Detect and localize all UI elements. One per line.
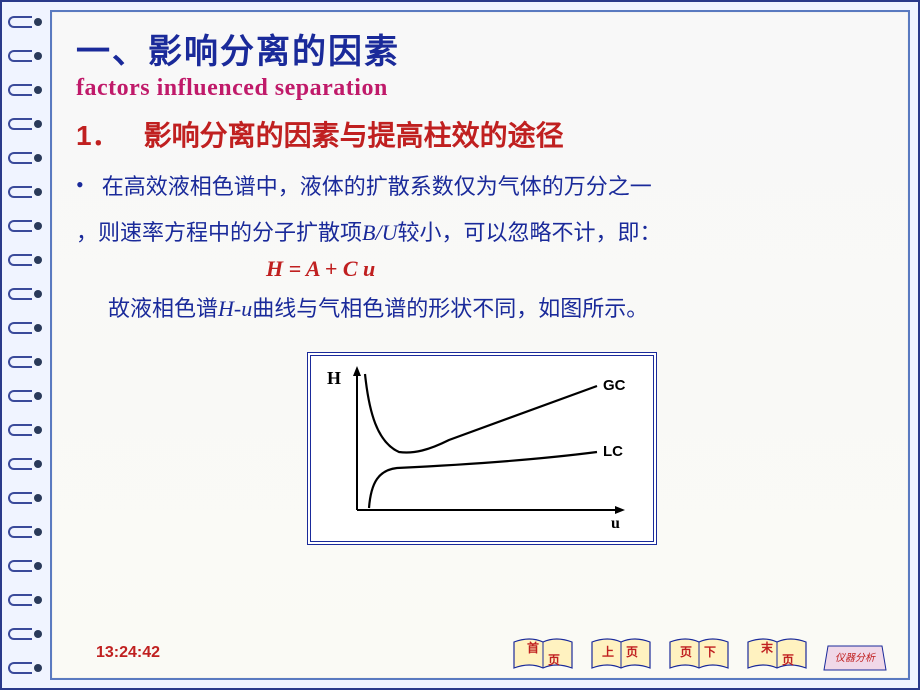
timestamp: 13:24:42	[96, 644, 160, 662]
svg-text:首: 首	[527, 640, 539, 655]
paragraph-2: 故液相色谱H-u曲线与气相色谱的形状不同，如图所示。	[76, 288, 888, 330]
chart-container: H u GC LC	[307, 352, 657, 545]
svg-text:下: 下	[704, 645, 716, 659]
spiral-binding: (function(){ var holes = ''; for (var i=…	[4, 2, 48, 688]
section-text: 影响分离的因素与提高柱效的途径	[144, 120, 564, 151]
svg-text:页: 页	[680, 645, 692, 659]
nav-first-page[interactable]: 首 页	[510, 634, 576, 674]
para2-part-a: 故液相色谱	[108, 296, 218, 321]
nav-prev-page[interactable]: 上 页	[588, 634, 654, 674]
section-heading: 1． 影响分离的因素与提高柱效的途径	[76, 114, 888, 154]
chart-inner: H u GC LC	[310, 355, 654, 542]
nav-bar: 首 页 上 页 页 下	[510, 634, 888, 674]
section-number: 1．	[76, 120, 120, 151]
svg-text:上: 上	[602, 644, 614, 659]
x-axis-label: u	[611, 515, 620, 532]
title-english: factors influenced separation	[76, 75, 888, 102]
para1-part-a: 在高效液相色谱中，液体的扩散系数仅为气体的万分之一	[102, 174, 652, 199]
slide-area: 一、影响分离的因素 factors influenced separation …	[50, 10, 910, 680]
nav-last-page[interactable]: 末 页	[744, 634, 810, 674]
svg-text:仪器分析: 仪器分析	[835, 652, 876, 664]
para1-part-b: ，则速率方程中的分子扩散项	[76, 220, 362, 245]
svg-text:末: 末	[761, 640, 774, 655]
title-chinese: 一、影响分离的因素	[76, 24, 888, 73]
para2-hu-term: H-u	[218, 296, 252, 321]
svg-text:页: 页	[782, 653, 794, 667]
para2-part-b: 曲线与气相色谱的形状不同，如图所示。	[252, 296, 648, 321]
lc-label: LC	[603, 443, 623, 460]
paragraph-1: • 在高效液相色谱中，液体的扩散系数仅为气体的万分之一 ，则速率方程中的分子扩散项…	[76, 162, 888, 256]
equation: H = A + C u	[76, 256, 888, 282]
y-axis-label: H	[327, 368, 341, 388]
presentation-frame: (function(){ var holes = ''; for (var i=…	[0, 0, 920, 690]
svg-text:页: 页	[548, 653, 560, 667]
bullet-icon: •	[76, 172, 84, 197]
svg-text:页: 页	[626, 645, 638, 659]
hu-curve-chart: H u GC LC	[319, 362, 639, 532]
gc-label: GC	[603, 377, 626, 394]
nav-next-page[interactable]: 页 下	[666, 634, 732, 674]
para1-part-c: 较小，可以忽略不计，即：	[397, 220, 661, 245]
slide-content: 一、影响分离的因素 factors influenced separation …	[52, 12, 908, 545]
nav-tool-button[interactable]: 仪器分析	[822, 634, 888, 674]
para1-bu-term: B/U	[362, 220, 397, 245]
